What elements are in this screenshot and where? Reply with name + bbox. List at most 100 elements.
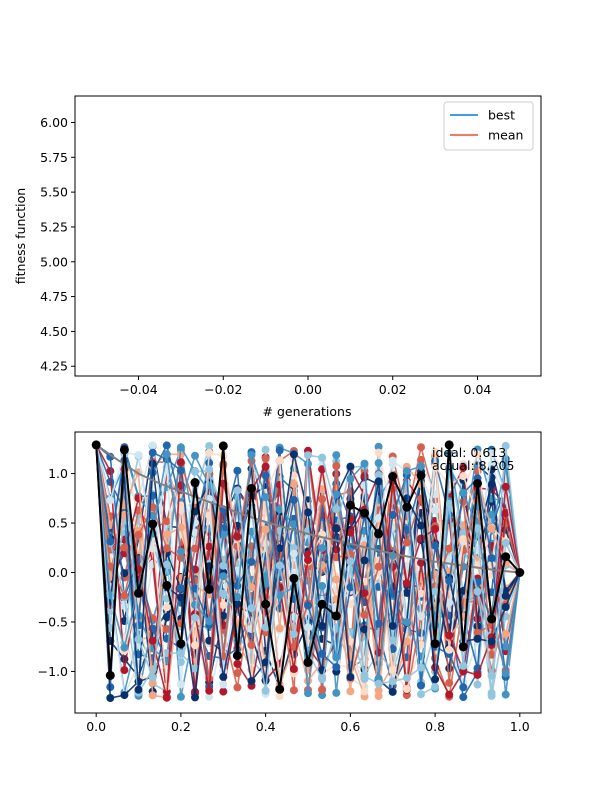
population-chart: −1.0 −0.5 0.0 0.5 1.0 0.0 0.2 0.4 0.6 0.8 1.0 ide… [38,431,542,734]
best-point [134,588,143,598]
population-point [247,451,256,459]
population-point [501,591,510,600]
population-point [445,544,454,553]
population-point [148,691,157,700]
population-point [374,514,383,523]
population-point [431,621,440,630]
population-point [120,643,129,652]
population-point [191,576,199,585]
population-point [191,467,199,476]
population-point [304,623,312,632]
population-point [332,575,341,584]
bottom-y-tick-label: −1.0 [38,664,68,679]
population-point [459,529,468,538]
population-point [501,441,510,450]
best-point [105,670,115,680]
population-point [374,471,383,479]
population-point [445,598,454,607]
population-point [106,537,115,546]
best-point [430,639,440,649]
best-point [331,611,341,621]
population-point [445,631,454,640]
top-y-tick-label: 5.50 [40,185,68,200]
population-point [219,680,228,689]
population-point [388,621,397,630]
population-point [219,572,228,581]
population-point [374,448,383,457]
top-y-axis-label: fitness function [13,188,28,284]
population-point [417,663,425,672]
population-point [289,480,298,489]
bottom-x-tick-label: 0.8 [425,719,445,734]
population-point [261,686,270,695]
population-point [360,556,369,565]
population-point [176,692,185,701]
population-point [289,544,298,553]
legend: best mean [443,101,534,151]
population-point [233,669,242,677]
bottom-y-axis: −1.0 −0.5 0.0 0.5 1.0 [38,466,75,679]
best-point [289,573,299,583]
population-point [247,677,256,685]
population-point [360,472,369,480]
population-point [162,441,171,450]
population-point [473,628,482,637]
population-point [374,562,383,571]
population-point [402,637,411,646]
top-x-tick-label: −0.04 [119,382,157,397]
bottom-y-tick-label: −0.5 [38,614,68,629]
best-point [176,639,186,649]
population-point [318,473,327,482]
population-point [318,691,327,700]
population-point [275,456,284,465]
population-point [318,544,327,553]
population-point [473,634,482,643]
population-point [417,681,425,690]
population-point [162,450,171,459]
population-point [501,629,510,638]
population-point [205,542,214,551]
population-point [162,693,171,702]
population-point [360,481,369,490]
population-point [346,687,355,696]
population-point [318,649,327,658]
population-point [219,672,228,681]
population-point [148,441,157,450]
population-point [134,621,143,630]
population-point [205,442,214,450]
population-point [402,685,411,693]
best-point [190,478,200,487]
population-point [162,544,171,553]
best-point [345,500,355,510]
population-point [417,462,425,471]
best-point [119,445,129,455]
population-point [233,532,242,541]
population-point [346,462,355,471]
population-point [318,582,327,590]
top-plot-frame [74,95,542,377]
population-point [162,560,171,569]
population-point [176,523,185,532]
population-point [501,482,510,491]
population-point [459,472,468,481]
population-point [459,488,468,497]
population-point [487,554,496,563]
population-point [402,673,411,682]
best-point [275,684,285,694]
top-x-axis: −0.04 −0.02 0.00 0.02 0.04 [119,376,491,397]
population-point [162,603,171,612]
bottom-x-tick-label: 0.2 [171,719,191,734]
population-point [487,688,496,697]
population-point [501,690,510,699]
population-point [374,442,383,451]
population-point [487,449,496,458]
population-point [360,610,369,619]
population-point [487,637,496,646]
best-path [91,440,525,694]
population-point [473,670,482,679]
population-point [360,459,369,468]
population-point [445,556,454,565]
population-point [445,576,454,585]
population-point [219,530,228,539]
